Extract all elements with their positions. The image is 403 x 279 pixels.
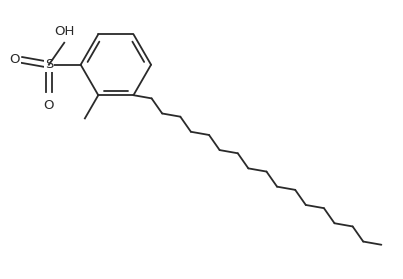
Text: O: O	[10, 53, 20, 66]
Text: OH: OH	[54, 25, 75, 38]
Text: S: S	[45, 58, 53, 71]
Text: O: O	[44, 99, 54, 112]
